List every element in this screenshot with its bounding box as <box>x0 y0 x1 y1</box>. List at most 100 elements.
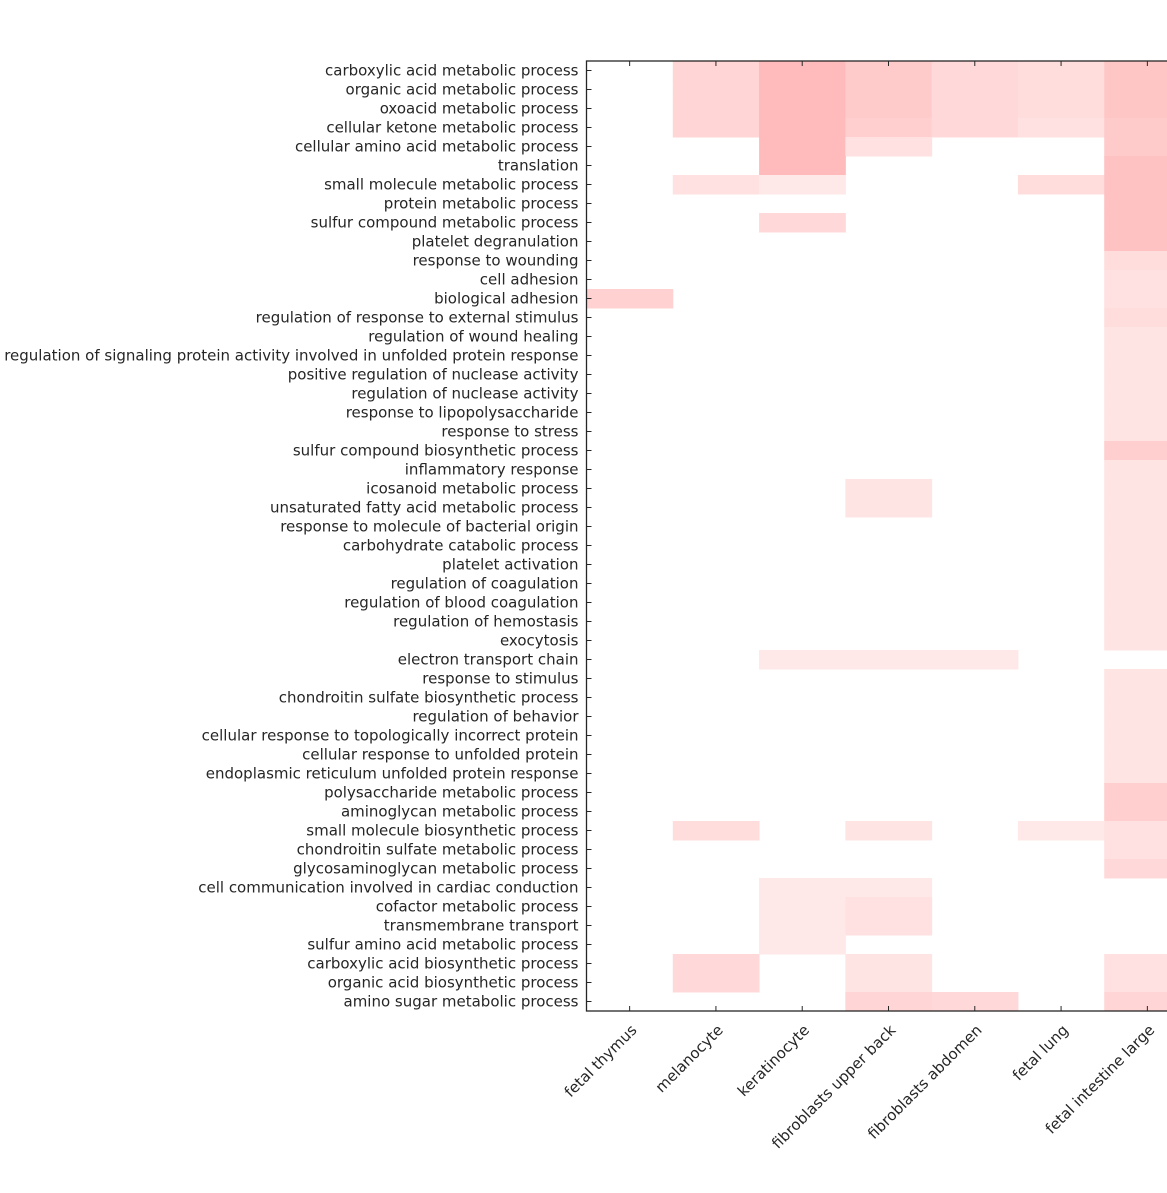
y-tick-label: biological adhesion <box>434 290 578 308</box>
y-tick-label: carboxylic acid biosynthetic process <box>307 955 578 973</box>
y-tick-label: regulation of behavior <box>412 708 579 726</box>
y-tick-label: response to lipopolysaccharide <box>346 404 579 422</box>
y-tick-label: unsaturated fatty acid metabolic process <box>270 499 579 517</box>
heatmap-cell <box>1104 726 1167 746</box>
y-tick-label: icosanoid metabolic process <box>366 480 579 498</box>
y-tick-label: platelet degranulation <box>412 233 579 251</box>
heatmap-cell <box>1104 99 1167 119</box>
heatmap-cell <box>759 935 846 955</box>
axes <box>587 61 1167 1011</box>
y-tick-label: response to wounding <box>413 252 579 270</box>
heatmap-cell <box>1104 118 1167 138</box>
heatmap-cell <box>1104 764 1167 784</box>
heatmap-cell <box>1104 612 1167 632</box>
heatmap-cell <box>1104 517 1167 537</box>
heatmap-cell <box>1018 99 1105 119</box>
y-tick-label: response to stimulus <box>422 670 578 688</box>
y-tick-label: small molecule metabolic process <box>324 176 579 194</box>
y-tick-label: transmembrane transport <box>384 917 579 935</box>
heatmap-cell <box>673 954 760 974</box>
y-tick-label: electron transport chain <box>398 651 579 669</box>
x-tick-label: fetal lung <box>1009 1021 1072 1084</box>
y-tick-label: response to molecule of bacterial origin <box>280 518 578 536</box>
y-tick-label: amino sugar metabolic process <box>344 993 579 1011</box>
heatmap-cell <box>1104 194 1167 214</box>
x-tick-label: melanocyte <box>652 1021 727 1096</box>
heatmap-cell <box>1104 61 1167 81</box>
heatmap-cell <box>1104 669 1167 689</box>
plot-frame <box>587 61 1167 1011</box>
y-tick-label: cellular response to topologically incor… <box>202 727 579 745</box>
heatmap-cell <box>759 650 846 670</box>
heatmap-cell <box>845 897 932 917</box>
heatmap-cell <box>845 650 932 670</box>
heatmap-cell <box>1104 745 1167 765</box>
heatmap-cell <box>845 973 932 993</box>
y-tick-label: regulation of response to external stimu… <box>256 309 579 327</box>
heatmap-cell <box>759 156 846 176</box>
heatmap-cell <box>845 498 932 518</box>
heatmap-cell <box>932 650 1019 670</box>
heatmap-cell <box>1104 631 1167 651</box>
y-tick-label: inflammatory response <box>405 461 579 479</box>
heatmap-cell <box>1104 175 1167 195</box>
y-tick-label: polysaccharide metabolic process <box>324 784 579 802</box>
heatmap-cell <box>673 99 760 119</box>
x-tick-label: fetal thymus <box>561 1021 641 1101</box>
heatmap-cell <box>1104 954 1167 974</box>
y-tick-label: regulation of hemostasis <box>393 613 579 631</box>
y-tick-label: exocytosis <box>500 632 579 650</box>
y-tick-label: response to stress <box>441 423 578 441</box>
heatmap-cell <box>845 916 932 936</box>
y-tick-label: protein metabolic process <box>384 195 579 213</box>
heatmap-cell <box>1104 783 1167 803</box>
heatmap-cell <box>1104 973 1167 993</box>
heatmap-cell <box>673 821 760 841</box>
heatmap-cell <box>759 118 846 138</box>
heatmap-cell <box>1104 308 1167 328</box>
heatmap-cell <box>673 175 760 195</box>
heatmap-cell <box>587 289 674 309</box>
heatmap-cell <box>845 99 932 119</box>
heatmap-cell <box>932 99 1019 119</box>
y-tick-label: organic acid biosynthetic process <box>328 974 579 992</box>
y-tick-label: regulation of wound healing <box>368 328 578 346</box>
heatmap-cell <box>1104 289 1167 309</box>
heatmap-cell <box>845 118 932 138</box>
heatmap-cell <box>845 479 932 499</box>
heatmap-cell <box>1104 555 1167 575</box>
y-tick-label: platelet activation <box>442 556 578 574</box>
y-tick-label: regulation of blood coagulation <box>344 594 578 612</box>
heatmap-cell <box>759 99 846 119</box>
heatmap-cell <box>1104 992 1167 1012</box>
heatmap-cell <box>1104 574 1167 594</box>
heatmap-cell <box>1104 403 1167 423</box>
y-tick-label: sulfur compound metabolic process <box>311 214 579 232</box>
heatmap-cell <box>1104 840 1167 860</box>
heatmap-cell <box>1104 327 1167 347</box>
heatmap-cell <box>759 137 846 157</box>
heatmap-cell <box>1104 80 1167 100</box>
y-tick-label: regulation of nuclease activity <box>351 385 578 403</box>
heatmap-cell <box>1104 707 1167 727</box>
heatmap-cell <box>1018 821 1105 841</box>
heatmap-cell <box>759 175 846 195</box>
heatmap-cell <box>845 954 932 974</box>
y-tick-label: cellular response to unfolded protein <box>302 746 578 764</box>
x-tick-label: keratinocyte <box>734 1021 813 1100</box>
heatmap-cell <box>1104 346 1167 366</box>
heatmap-cells <box>587 61 1167 1012</box>
heatmap-cell <box>1104 156 1167 176</box>
heatmap-cell <box>1104 802 1167 822</box>
heatmap-cell <box>1104 270 1167 290</box>
heatmap-cell <box>673 80 760 100</box>
y-tick-label: carboxylic acid metabolic process <box>325 62 579 80</box>
heatmap-cell <box>1104 593 1167 613</box>
y-tick-label: positive regulation of nuclease activity <box>288 366 579 384</box>
y-tick-label: carbohydrate catabolic process <box>343 537 579 555</box>
heatmap-cell <box>932 80 1019 100</box>
heatmap-cell <box>1018 175 1105 195</box>
y-tick-label: translation <box>498 157 579 175</box>
